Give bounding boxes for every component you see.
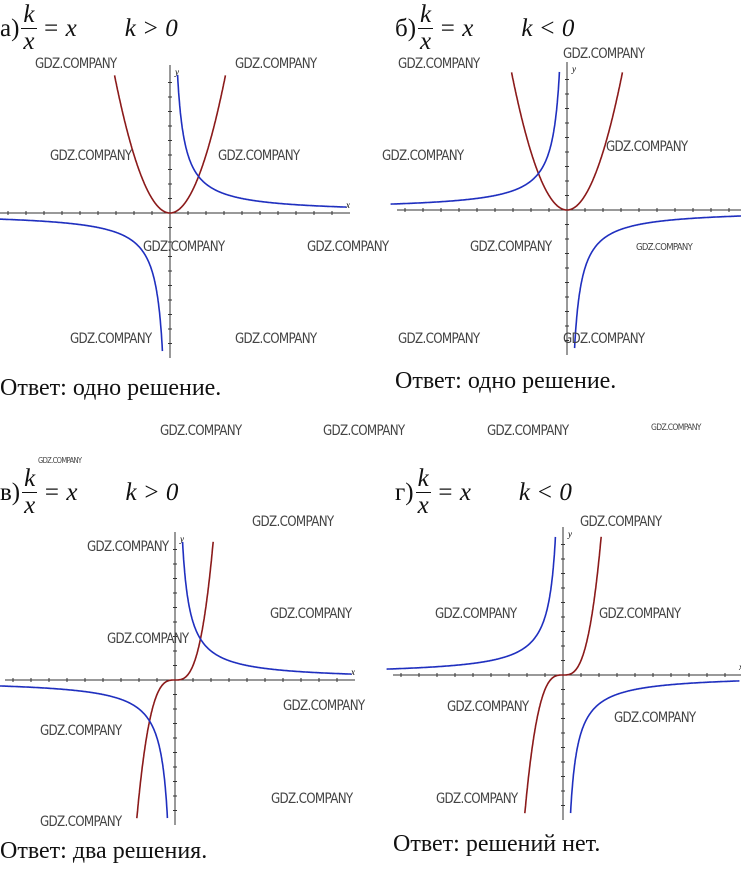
equation-rhs: = x <box>439 14 474 42</box>
watermark: GDZ.COMPANY <box>271 791 353 807</box>
graph: xy <box>390 62 741 355</box>
watermark: GDZ.COMPANY <box>470 239 552 255</box>
watermark: GDZ.COMPANY <box>323 423 405 439</box>
denominator: x <box>417 492 429 519</box>
x-axis-label: x <box>738 662 741 672</box>
equation-rhs: = x <box>42 14 77 42</box>
hyperbola-branch <box>176 74 347 208</box>
hyperbola-branch <box>569 680 740 814</box>
condition: k > 0 <box>124 14 178 42</box>
watermark: GDZ.COMPANY <box>580 514 662 530</box>
watermark: GDZ.COMPANY <box>218 148 300 164</box>
x-axis-label: x <box>350 667 355 677</box>
watermark: GDZ.COMPANY <box>614 710 696 726</box>
hyperbola-branch <box>386 536 557 670</box>
condition: k < 0 <box>518 478 572 506</box>
power-curve <box>524 536 602 814</box>
answer: Ответ: одно решение. <box>395 368 617 394</box>
watermark: GDZ.COMPANY <box>382 148 464 164</box>
watermark: GDZ.COMPANY <box>235 56 317 72</box>
power-curve <box>510 72 624 211</box>
condition: k < 0 <box>521 14 575 42</box>
item-label: в) <box>0 478 21 506</box>
equation-rhs: = x <box>43 478 78 506</box>
watermark: GDZ.COMPANY <box>70 331 152 347</box>
denominator: x <box>420 28 432 55</box>
y-axis-label: y <box>571 64 576 74</box>
answer: Ответ: решений нет. <box>393 831 601 857</box>
watermark: GDZ.COMPANY <box>87 539 169 555</box>
watermark: GDZ.COMPANY <box>651 423 701 433</box>
watermark: GDZ.COMPANY <box>160 423 242 439</box>
watermark: GDZ.COMPANY <box>107 631 189 647</box>
power-curve <box>113 75 227 214</box>
denominator: x <box>24 492 36 519</box>
watermark: GDZ.COMPANY <box>563 331 645 347</box>
watermark: GDZ.COMPANY <box>143 239 225 255</box>
watermark: GDZ.COMPANY <box>487 423 569 439</box>
watermark: GDZ.COMPANY <box>40 814 122 830</box>
formula: в)kx= x3k > 0 <box>0 466 178 519</box>
y-axis-label: y <box>567 529 572 539</box>
condition: k > 0 <box>125 478 179 506</box>
answer: Ответ: два решения. <box>0 838 208 864</box>
answer: Ответ: одно решение. <box>0 375 222 401</box>
watermark: GDZ.COMPANY <box>447 699 529 715</box>
watermark: GDZ.COMPANY <box>40 723 122 739</box>
watermark: GDZ.COMPANY <box>270 606 352 622</box>
watermark: GDZ.COMPANY <box>283 698 365 714</box>
hyperbola-branch <box>181 541 352 675</box>
graph: xy <box>386 527 741 820</box>
formula: г)kx= x3k < 0 <box>395 466 572 519</box>
equation-rhs: = x <box>436 478 471 506</box>
watermark: GDZ.COMPANY <box>252 514 334 530</box>
graph: xy <box>0 65 350 358</box>
hyperbola-branch <box>390 71 561 205</box>
watermark: GDZ.COMPANY <box>563 46 645 62</box>
watermark: GDZ.COMPANY <box>606 139 688 155</box>
watermark: GDZ.COMPANY <box>435 606 517 622</box>
numerator: k <box>22 465 38 493</box>
watermark: GDZ.COMPANY <box>235 331 317 347</box>
watermark: GDZ.COMPANY <box>307 239 389 255</box>
watermark: GDZ.COMPANY <box>50 148 132 164</box>
hyperbola-branch <box>573 215 741 349</box>
y-axis-label: y <box>179 534 184 544</box>
numerator: k <box>415 465 431 493</box>
hyperbola-branch <box>0 218 164 352</box>
graph: xy <box>0 532 355 825</box>
formula: а)kx= x2k > 0 <box>0 2 178 55</box>
watermark: GDZ.COMPANY <box>398 331 480 347</box>
watermark: GDZ.COMPANY <box>599 606 681 622</box>
watermark: GDZ.COMPANY <box>636 242 693 253</box>
watermark: GDZ.COMPANY <box>436 791 518 807</box>
numerator: k <box>418 1 434 29</box>
denominator: x <box>23 28 35 55</box>
watermark: GDZ.COMPANY <box>35 56 117 72</box>
numerator: k <box>21 1 37 29</box>
item-label: а) <box>0 14 20 42</box>
hyperbola-branch <box>0 685 169 819</box>
item-label: б) <box>395 14 417 42</box>
formula: б)kx= x2k < 0 <box>395 2 574 55</box>
watermark: GDZ.COMPANY <box>38 456 82 465</box>
y-axis-label: y <box>174 67 179 77</box>
x-axis-label: x <box>345 200 350 210</box>
item-label: г) <box>395 478 414 506</box>
watermark: GDZ.COMPANY <box>398 56 480 72</box>
